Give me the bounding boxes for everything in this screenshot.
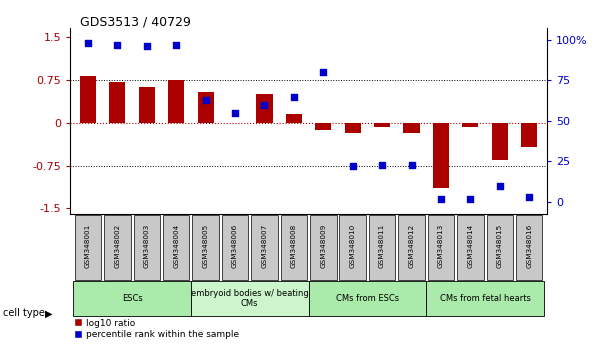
- Point: [377, 162, 387, 167]
- Text: GSM348009: GSM348009: [320, 224, 326, 268]
- Bar: [168, 80, 185, 123]
- Text: CMs from ESCs: CMs from ESCs: [336, 294, 399, 303]
- FancyBboxPatch shape: [73, 281, 191, 316]
- Bar: [197, 92, 214, 123]
- Point: [230, 110, 240, 115]
- FancyBboxPatch shape: [75, 216, 101, 280]
- Bar: [403, 123, 420, 133]
- Text: embryoid bodies w/ beating
CMs: embryoid bodies w/ beating CMs: [191, 289, 309, 308]
- Text: GSM348005: GSM348005: [203, 224, 208, 268]
- Text: GSM348001: GSM348001: [85, 224, 91, 268]
- Bar: [345, 123, 360, 133]
- Bar: [286, 114, 302, 123]
- Legend: log10 ratio, percentile rank within the sample: log10 ratio, percentile rank within the …: [75, 319, 239, 339]
- Bar: [433, 123, 449, 188]
- Text: GSM348010: GSM348010: [349, 224, 356, 268]
- Point: [83, 40, 93, 46]
- Text: GSM348011: GSM348011: [379, 224, 385, 268]
- FancyBboxPatch shape: [426, 281, 544, 316]
- Bar: [139, 87, 155, 123]
- FancyBboxPatch shape: [104, 216, 131, 280]
- FancyBboxPatch shape: [192, 216, 219, 280]
- Text: GSM348013: GSM348013: [438, 224, 444, 268]
- FancyBboxPatch shape: [163, 216, 189, 280]
- Bar: [257, 94, 273, 123]
- FancyBboxPatch shape: [309, 281, 426, 316]
- FancyBboxPatch shape: [516, 216, 543, 280]
- Text: GSM348016: GSM348016: [526, 224, 532, 268]
- FancyBboxPatch shape: [340, 216, 366, 280]
- Bar: [315, 123, 331, 130]
- Text: cell type: cell type: [3, 308, 45, 318]
- Point: [112, 42, 122, 47]
- FancyBboxPatch shape: [428, 216, 454, 280]
- Text: GSM348004: GSM348004: [173, 224, 179, 268]
- Text: GSM348002: GSM348002: [114, 224, 120, 268]
- Point: [142, 43, 152, 49]
- Text: GSM348007: GSM348007: [262, 224, 268, 268]
- FancyBboxPatch shape: [280, 216, 307, 280]
- Text: GSM348006: GSM348006: [232, 224, 238, 268]
- Point: [524, 194, 534, 200]
- Text: GSM348014: GSM348014: [467, 224, 474, 268]
- Bar: [492, 123, 508, 160]
- Bar: [374, 123, 390, 127]
- FancyBboxPatch shape: [369, 216, 395, 280]
- FancyBboxPatch shape: [134, 216, 160, 280]
- Point: [407, 162, 417, 167]
- Text: GDS3513 / 40729: GDS3513 / 40729: [80, 15, 191, 28]
- Point: [200, 97, 210, 103]
- FancyBboxPatch shape: [251, 216, 277, 280]
- FancyBboxPatch shape: [191, 281, 309, 316]
- Text: ESCs: ESCs: [122, 294, 142, 303]
- Point: [466, 196, 475, 202]
- Text: ▶: ▶: [45, 308, 52, 318]
- Bar: [109, 81, 125, 123]
- Text: CMs from fetal hearts: CMs from fetal hearts: [440, 294, 530, 303]
- Point: [171, 42, 181, 47]
- Text: GSM348008: GSM348008: [291, 224, 297, 268]
- Point: [289, 94, 299, 99]
- Point: [260, 102, 269, 108]
- FancyBboxPatch shape: [457, 216, 483, 280]
- Text: GSM348012: GSM348012: [409, 224, 414, 268]
- Point: [495, 183, 505, 189]
- Point: [436, 196, 446, 202]
- Text: GSM348015: GSM348015: [497, 224, 503, 268]
- Bar: [463, 123, 478, 127]
- Bar: [80, 76, 96, 123]
- Point: [318, 69, 328, 75]
- FancyBboxPatch shape: [398, 216, 425, 280]
- FancyBboxPatch shape: [222, 216, 248, 280]
- Bar: [521, 123, 537, 147]
- FancyBboxPatch shape: [486, 216, 513, 280]
- Text: GSM348003: GSM348003: [144, 224, 150, 268]
- FancyBboxPatch shape: [310, 216, 337, 280]
- Point: [348, 164, 357, 169]
